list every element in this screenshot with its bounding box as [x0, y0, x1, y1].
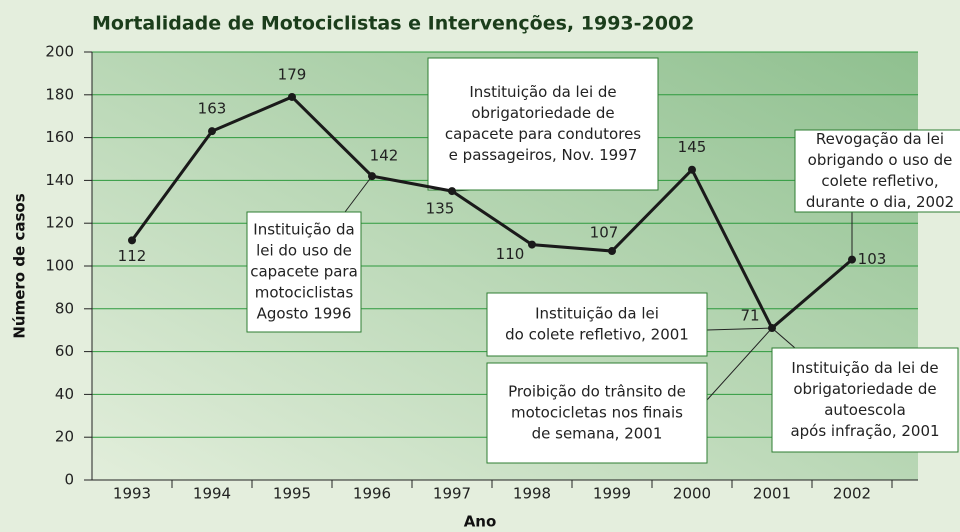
y-tick-label: 140: [45, 171, 74, 189]
y-axis-title: Número de casos: [11, 193, 29, 338]
y-tick-label: 40: [55, 385, 74, 403]
data-label: 142: [370, 147, 399, 165]
y-tick-label: 200: [45, 43, 74, 61]
annotation-text: Agosto 1996: [257, 305, 352, 323]
annotation-text: obrigatoriedade de: [793, 380, 936, 398]
annotation-text: Proibição do trânsito de: [508, 383, 686, 401]
y-tick-label: 160: [45, 128, 74, 146]
annotation-text: e passageiros, Nov. 1997: [449, 146, 638, 164]
x-tick-label: 1998: [513, 485, 551, 503]
annotation-text: Instituição da lei de: [791, 359, 938, 377]
annotation: Instituição da lei do uso de capacete para…: [246, 211, 362, 333]
x-tick-label: 1995: [273, 485, 311, 503]
annotation: Instituição da lei de obrigatoriedade de c…: [427, 57, 659, 191]
data-label: 103: [858, 250, 887, 268]
data-point: [128, 236, 136, 245]
annotation-box: [794, 129, 960, 213]
annotation-text: de semana, 2001: [532, 425, 663, 443]
data-point: [768, 324, 776, 333]
y-tick-label: 60: [55, 342, 74, 360]
data-line: [130, 95, 853, 331]
annotation-text: obrigatoriedade de: [471, 104, 614, 122]
y-tick-label: 80: [55, 299, 74, 317]
x-tick-label: 1999: [593, 485, 631, 503]
annotation-text: autoescola: [824, 401, 906, 419]
annotation-text: lei do uso de: [256, 242, 352, 260]
annotation-text: obrigando o uso de: [808, 151, 953, 169]
annotation-box: [427, 57, 659, 191]
data-point: [208, 127, 216, 136]
data-label: 112: [118, 247, 147, 265]
leader-line: [706, 327, 773, 331]
annotation-text: colete refletivo,: [821, 172, 938, 190]
x-tick-label: 2002: [833, 485, 871, 503]
annotation-text: capacete para: [250, 263, 358, 281]
y-tick-label: 0: [64, 471, 74, 489]
data-point: [288, 92, 296, 101]
annotation-text: motocicletas nos finais: [511, 404, 683, 422]
data-point: [528, 240, 536, 249]
y-tick-label: 180: [45, 85, 74, 103]
data-label: 179: [278, 65, 307, 83]
annotation-text: capacete para condutores: [445, 125, 641, 143]
annotation-text: motociclistas: [255, 284, 354, 302]
annotation-box: [486, 292, 708, 357]
x-tick-label: 1996: [353, 485, 391, 503]
x-tick-label: 1994: [193, 485, 231, 503]
data-label: 135: [426, 200, 455, 218]
leader-line: [344, 175, 373, 213]
data-label: 163: [198, 100, 227, 118]
data-point: [848, 255, 856, 264]
annotation-box: [486, 362, 708, 464]
x-tick-label: 2001: [753, 485, 791, 503]
y-tick-label: 100: [45, 257, 74, 275]
leader-line: [706, 327, 773, 401]
x-tick-label: 1997: [433, 485, 471, 503]
x-axis-title: Ano: [464, 513, 497, 531]
data-label: 71: [740, 307, 759, 325]
annotation-text: durante o dia, 2002: [806, 193, 954, 211]
data-point: [368, 172, 376, 181]
y-tick-label: 20: [55, 428, 74, 446]
y-tick-label: 120: [45, 214, 74, 232]
annotation-text: após infração, 2001: [790, 422, 939, 440]
annotation: Proibição do trânsito de motocicletas nos…: [486, 362, 708, 464]
annotation-text: Instituição da lei: [535, 305, 659, 323]
chart-title: Mortalidade de Motociclistas e Intervenç…: [92, 13, 694, 35]
annotation-text: Instituição da: [253, 221, 354, 239]
data-label: 145: [678, 138, 707, 156]
annotation-text: Revogação da lei: [816, 130, 944, 148]
leader-line: [771, 327, 796, 349]
annotation-text: Instituição da lei de: [469, 83, 616, 101]
data-label: 107: [590, 224, 619, 242]
data-point: [608, 247, 616, 256]
annotation-text: do colete refletivo, 2001: [505, 326, 689, 344]
data-point: [448, 187, 456, 196]
annotation: Instituição da lei de obrigatoriedade de a…: [771, 347, 959, 453]
annotation-box: [246, 211, 362, 333]
x-tick-label: 2000: [673, 485, 711, 503]
data-label: 110: [496, 245, 525, 263]
annotation: Instituição da lei do colete refletivo, 2…: [486, 292, 708, 357]
annotation-box: [771, 347, 959, 453]
data-point: [688, 165, 696, 174]
x-tick-label: 1993: [113, 485, 151, 503]
annotation: Revogação da lei obrigando o uso de colete…: [794, 129, 960, 213]
